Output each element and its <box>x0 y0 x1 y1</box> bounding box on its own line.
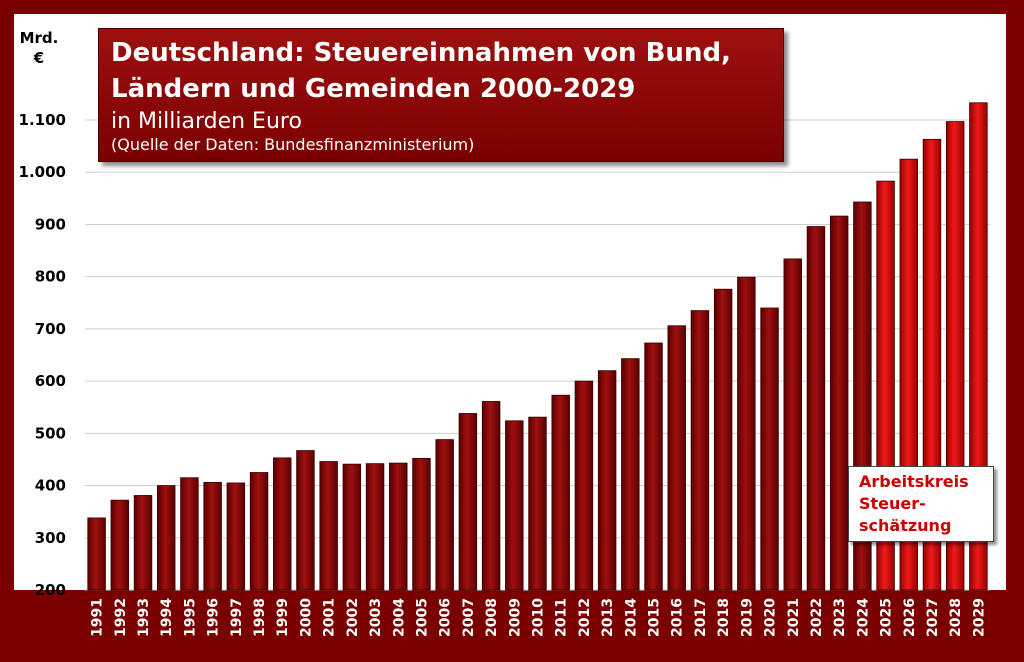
chart-title-line-1: Deutschland: Steuereinnahmen von Bund, <box>111 38 731 68</box>
bar-2010 <box>528 416 547 591</box>
annotation-line-1: Arbeitskreis <box>859 472 969 491</box>
x-tick-label: 2012 <box>577 598 593 637</box>
bar-2022 <box>806 226 826 591</box>
bar-2017 <box>690 310 710 591</box>
y-tick-label: 600 <box>35 372 66 390</box>
bar-1998 <box>249 472 269 591</box>
x-tick-label: 1993 <box>136 598 152 637</box>
bar-2018 <box>713 288 733 591</box>
bar-2012 <box>574 380 594 591</box>
x-tick-label: 2023 <box>832 598 848 637</box>
bar-2014 <box>621 358 640 591</box>
x-tick-label: 2000 <box>298 598 314 637</box>
bar-2002 <box>342 463 362 591</box>
x-tick-label: 2003 <box>368 598 384 637</box>
x-tick-label: 2011 <box>554 598 570 637</box>
bar-1999 <box>273 457 292 591</box>
bar-1993 <box>133 495 153 591</box>
x-tick-label: 2027 <box>925 598 941 637</box>
x-tick-label: 2016 <box>670 598 686 637</box>
x-tick-label: 1997 <box>229 598 245 637</box>
y-tick-label: 900 <box>35 215 66 233</box>
x-tick-label: 2002 <box>345 598 361 637</box>
bar-2009 <box>505 420 524 591</box>
y-tick-label: 200 <box>35 581 66 599</box>
x-tick-label: 1992 <box>113 598 129 637</box>
x-tick-label: 1998 <box>252 598 268 637</box>
bar-1995 <box>180 477 199 591</box>
y-tick-label: 800 <box>35 268 66 286</box>
y-axis-tick-labels: 200 300 400 500 600 700 800 900 1.000 1.100 <box>19 111 66 599</box>
y-tick-label: 300 <box>35 529 66 547</box>
bar-2007 <box>458 413 478 591</box>
bar-2004 <box>389 462 408 591</box>
x-tick-label: 2010 <box>531 598 547 637</box>
x-tick-label: 2025 <box>879 598 895 637</box>
x-tick-label: 2028 <box>948 598 964 637</box>
bar-2019 <box>737 276 756 591</box>
bar-2001 <box>319 461 338 591</box>
forecast-annotation: Arbeitskreis Steuer- schätzung <box>848 466 994 542</box>
bar-2020 <box>760 307 779 591</box>
chart-title-line-2: Ländern und Gemeinden 2000-2029 <box>111 74 636 104</box>
bar-1994 <box>156 485 176 591</box>
bar-2015 <box>644 342 663 591</box>
chart-title: Deutschland: Steuereinnahmen von Bund, L… <box>111 35 731 107</box>
bar-2003 <box>365 463 385 591</box>
bar-2011 <box>551 394 570 591</box>
bar-2023 <box>829 215 849 591</box>
x-tick-label: 2014 <box>623 598 639 637</box>
bar-2000 <box>296 450 315 591</box>
title-box: Deutschland: Steuereinnahmen von Bund, L… <box>98 28 784 162</box>
x-tick-label: 1994 <box>159 598 175 637</box>
x-tick-label: 2026 <box>902 598 918 637</box>
x-tick-label: 2018 <box>716 598 732 637</box>
x-tick-label: 2004 <box>391 598 407 637</box>
y-axis-unit: Mrd. € <box>19 29 59 67</box>
bar-1996 <box>203 482 222 591</box>
y-tick-label: 700 <box>35 320 66 338</box>
x-tick-label: 2022 <box>809 598 825 637</box>
annotation-line-2: Steuer- <box>859 494 926 513</box>
bar-2013 <box>597 370 617 591</box>
x-tick-label: 1995 <box>182 598 198 637</box>
bar-1997 <box>226 482 246 591</box>
x-tick-label: 2017 <box>693 598 709 637</box>
x-tick-label: 2009 <box>507 598 523 637</box>
bar-2021 <box>783 258 802 591</box>
x-tick-label: 2001 <box>322 598 338 637</box>
bar-2008 <box>481 401 501 591</box>
x-tick-label: 2013 <box>600 598 616 637</box>
x-tick-label: 2008 <box>484 598 500 637</box>
x-tick-label: 2020 <box>763 598 779 637</box>
x-tick-label: 2006 <box>438 598 454 637</box>
y-tick-label: 1.000 <box>19 163 66 181</box>
bar-1991 <box>87 517 106 591</box>
x-tick-label: 1999 <box>275 598 291 637</box>
x-tick-label: 2007 <box>461 598 477 637</box>
bar-2005 <box>412 457 431 591</box>
y-tick-label: 400 <box>35 477 66 495</box>
annotation-line-3: schätzung <box>859 516 952 535</box>
x-tick-label: 2021 <box>786 598 802 637</box>
y-tick-label: 500 <box>35 424 66 442</box>
bar-1992 <box>110 499 130 591</box>
chart-subtitle: in Milliarden Euro <box>111 109 302 134</box>
x-tick-label: 1991 <box>90 598 106 637</box>
bar-2016 <box>667 325 686 591</box>
y-tick-label: 1.100 <box>19 111 66 129</box>
x-tick-label: 2029 <box>971 598 987 637</box>
x-tick-label: 2024 <box>855 598 871 637</box>
x-tick-label: 2015 <box>647 598 663 637</box>
y-axis-unit-label: Mrd. € <box>14 28 64 68</box>
x-tick-label: 2005 <box>414 598 430 637</box>
chart-source: (Quelle der Daten: Bundesfinanzministeri… <box>111 135 475 154</box>
x-tick-label: 1996 <box>206 598 222 637</box>
x-tick-label: 2019 <box>739 598 755 637</box>
x-axis-tick-labels: 1991 1992 1993 1994 1995 1996 1997 1998 1999 2000… <box>90 598 988 637</box>
bar-2006 <box>435 439 454 591</box>
